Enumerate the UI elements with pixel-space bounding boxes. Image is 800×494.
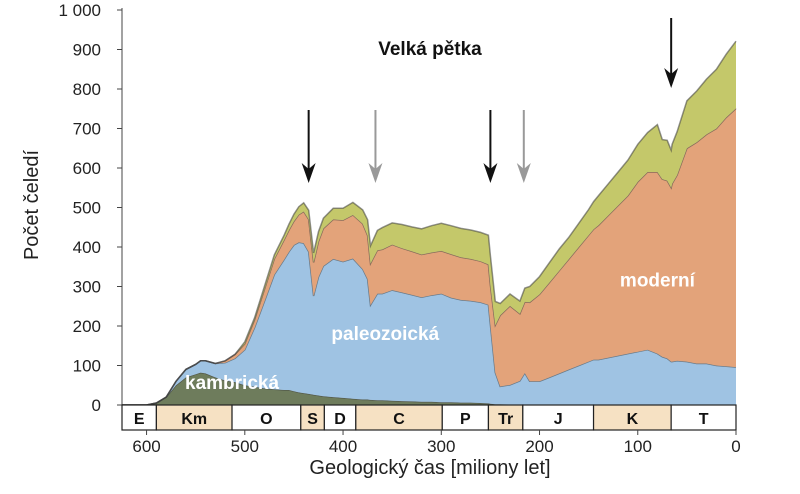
period-label-10: T [699, 411, 709, 428]
period-cell-9 [592, 404, 672, 431]
period-label-0: E [134, 411, 145, 428]
x-tick-label-2: 400 [329, 437, 357, 456]
area-edge-3 [122, 40, 737, 406]
extinction-arrows [301, 18, 679, 183]
y-tick-label-6: 600 [73, 159, 101, 178]
extinction-arrow-1 [368, 110, 383, 183]
y-tick-label-9: 900 [73, 41, 101, 60]
stacked-areas [122, 40, 737, 406]
area-label-1: paleozoická [331, 324, 439, 345]
x-tick-label-4: 200 [525, 437, 553, 456]
geologic-period-band: E Km O S D C P Tr J K T [121, 404, 737, 431]
y-tick-label-1: 100 [73, 357, 101, 376]
x-axis-title: Geologický čas [miliony let] [309, 457, 550, 479]
period-cell-6 [441, 404, 490, 431]
x-tick-label-1: 500 [231, 437, 259, 456]
x-axis: 600 500 400 300 200 100 0 [132, 430, 741, 456]
area-label-2: kambrická [185, 373, 279, 394]
area-label-0: moderní [620, 271, 696, 292]
period-label-4: D [334, 411, 346, 428]
period-label-3: S [307, 411, 318, 428]
period-cell-8 [522, 404, 595, 431]
extinction-arrow-3 [516, 110, 531, 183]
period-label-6: P [460, 411, 471, 428]
period-label-2: O [260, 411, 272, 428]
period-label-8: J [554, 411, 563, 428]
period-cell-10 [670, 404, 737, 431]
period-cell-0 [121, 404, 157, 431]
y-axis-title: Počet čeledí [21, 150, 43, 261]
y-tick-label-3: 300 [73, 278, 101, 297]
y-tick-label-10: 1 000 [58, 1, 101, 20]
x-tick-label-5: 100 [624, 437, 652, 456]
area-labels: moderní paleozoická kambrická [185, 271, 696, 395]
period-cell-7 [487, 404, 524, 431]
y-tick-label-0: 0 [92, 396, 101, 415]
period-cell-4 [323, 404, 357, 431]
chart-title: Velká pětka [378, 39, 482, 60]
y-tick-label-4: 400 [73, 238, 101, 257]
area-series-2 [122, 108, 736, 406]
extinction-arrow-4 [664, 18, 679, 88]
x-tick-label-3: 300 [427, 437, 455, 456]
extinction-arrow-2 [483, 110, 498, 183]
extinction-arrow-0 [301, 110, 316, 183]
x-tick-label-6: 0 [731, 437, 740, 456]
area-series-0 [122, 372, 736, 405]
y-axis: 0 100 200 300 400 500 600 700 800 900 1 000 [58, 1, 123, 415]
y-tick-label-5: 500 [73, 199, 101, 218]
y-tick-label-8: 800 [73, 80, 101, 99]
period-label-9: K [627, 411, 639, 428]
period-label-5: C [393, 411, 405, 428]
period-label-1: Km [181, 411, 207, 428]
y-tick-label-2: 200 [73, 317, 101, 336]
x-tick-label-0: 600 [132, 437, 160, 456]
y-tick-label-7: 700 [73, 120, 101, 139]
period-label-7: Tr [498, 411, 513, 428]
